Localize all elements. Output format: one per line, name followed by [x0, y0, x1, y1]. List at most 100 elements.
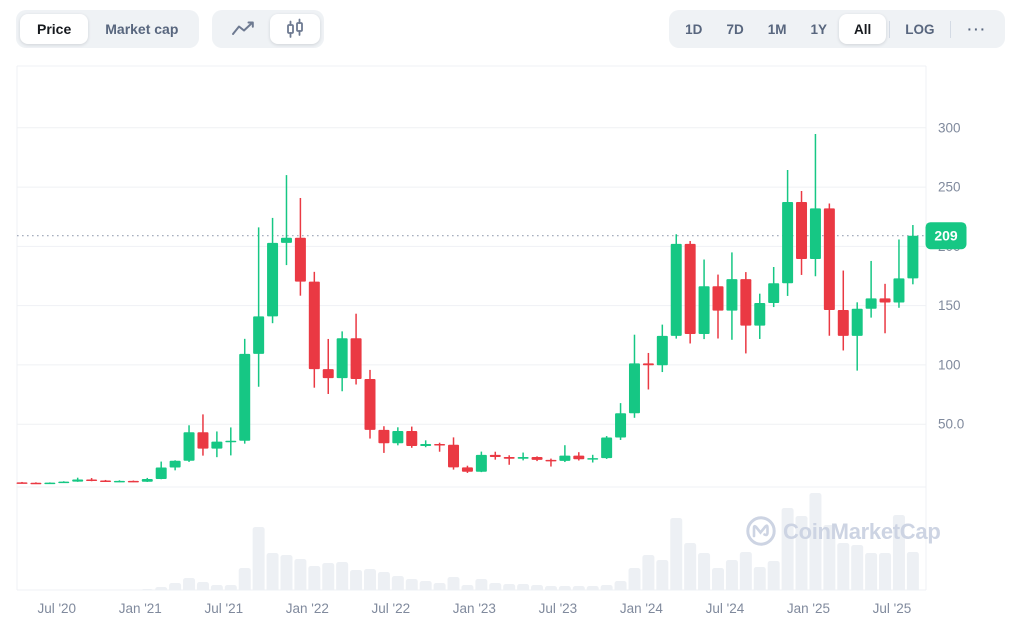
candlestick	[587, 454, 599, 463]
candlestick	[72, 477, 84, 482]
line-chart-icon	[230, 20, 256, 38]
candlestick	[475, 451, 487, 473]
market-cap-tab[interactable]: Market cap	[88, 14, 195, 44]
range-toolbar: 1D 7D 1M 1Y All LOG ···	[669, 10, 1005, 48]
volume-bar	[823, 525, 836, 593]
volume-bar	[364, 569, 376, 593]
log-scale-button[interactable]: LOG	[893, 14, 946, 44]
candlestick-chart-button[interactable]	[270, 14, 321, 44]
candlestick	[601, 436, 613, 459]
candles	[16, 133, 919, 485]
volume-bar	[753, 567, 766, 593]
x-axis-label: Jan '21	[119, 601, 162, 616]
metric-toggle: Price Market cap	[16, 10, 200, 48]
x-axis-label: Jul '23	[539, 601, 578, 616]
volume-bar	[238, 568, 251, 593]
x-axis-label: Jan '22	[286, 601, 329, 616]
volume-bar	[322, 563, 335, 593]
candlestick	[782, 170, 794, 296]
volume-bar	[725, 560, 738, 593]
line-chart-button[interactable]	[216, 14, 270, 44]
candlestick	[420, 440, 432, 448]
price-tab[interactable]: Price	[20, 14, 89, 44]
y-axis-label: 50.0	[938, 417, 964, 432]
candlestick	[350, 313, 362, 385]
chart-toolbar: Price Market cap	[16, 10, 1005, 48]
candlestick	[141, 477, 153, 482]
x-axis-label: Jan '23	[453, 601, 496, 616]
x-axis: Jul '20 Jan '21 Jul '21 Jan '22 Jul '22 Jan '…	[37, 601, 911, 616]
volume-bar	[280, 555, 293, 593]
candlestick	[434, 442, 446, 452]
candlestick	[100, 479, 112, 483]
range-1d-button[interactable]: 1D	[673, 14, 714, 44]
watermark-text: CoinMarketCap	[783, 519, 940, 544]
candlestick	[726, 252, 738, 340]
candlestick	[531, 456, 543, 462]
volume-bar	[252, 527, 265, 593]
volume-bar	[892, 515, 905, 593]
volume-bar	[628, 568, 641, 593]
volume-bar	[294, 559, 307, 593]
candlestick	[322, 338, 334, 394]
candlestick	[392, 427, 404, 446]
more-options-button[interactable]: ···	[954, 14, 1002, 44]
candlestick	[712, 274, 724, 339]
candlestick	[740, 272, 752, 354]
candlestick	[461, 465, 473, 473]
candlestick	[559, 445, 571, 463]
candlestick	[183, 425, 195, 462]
x-axis-label: Jul '24	[706, 601, 745, 616]
y-axis-label: 100	[938, 357, 961, 372]
range-7d-button[interactable]: 7D	[714, 14, 755, 44]
candlestick	[155, 461, 167, 480]
volume-bar	[865, 553, 878, 593]
volume-bar	[350, 570, 363, 593]
candlestick	[364, 369, 376, 439]
y-axis-label: 150	[938, 298, 961, 313]
coinmarketcap-logo-icon	[752, 524, 769, 538]
y-axis: 30025020015010050.0	[938, 120, 964, 431]
volume-bar	[196, 582, 209, 593]
volume-bar	[377, 572, 390, 593]
volume-bar	[795, 516, 808, 593]
candlestick	[851, 302, 863, 371]
x-axis-label: Jan '24	[620, 601, 664, 616]
volume-bar	[447, 577, 460, 593]
range-1y-button[interactable]: 1Y	[798, 14, 839, 44]
volume-bar	[698, 553, 711, 593]
range-all-button[interactable]: All	[838, 14, 887, 44]
candlestick	[517, 452, 529, 461]
volume-bar	[739, 552, 752, 593]
current-price-badge: 209	[925, 222, 967, 250]
volume-bar	[266, 553, 279, 593]
candlestick	[907, 225, 919, 285]
toolbar-divider	[889, 20, 891, 38]
candlestick	[113, 480, 125, 483]
watermark: CoinMarketCap	[746, 516, 941, 546]
volume-bar	[837, 543, 850, 593]
volume-bar	[475, 579, 488, 593]
volume-bar	[308, 566, 321, 593]
volume-bar	[336, 562, 349, 593]
candlestick	[127, 480, 139, 483]
range-1m-button[interactable]: 1M	[756, 14, 799, 44]
candlestick	[489, 451, 501, 460]
volume-bar	[642, 555, 655, 593]
volume-bar	[781, 508, 794, 593]
candlestick	[294, 197, 306, 296]
candlestick	[336, 331, 348, 392]
volume-bars	[0, 493, 1021, 601]
candlestick	[16, 481, 28, 484]
candlestick	[768, 266, 780, 308]
candlestick	[698, 259, 710, 340]
candlestick	[670, 234, 682, 339]
candlestick	[267, 217, 279, 324]
volume-bar	[183, 578, 196, 593]
candlestick	[378, 426, 390, 453]
candlestick	[656, 324, 668, 373]
candlestick	[684, 241, 696, 344]
x-axis-label: Jul '21	[204, 601, 243, 616]
volume-bar	[614, 581, 627, 593]
